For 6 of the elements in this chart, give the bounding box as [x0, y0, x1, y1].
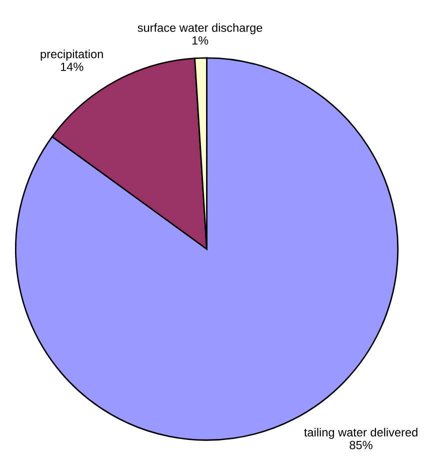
slice-label: precipitation: [40, 50, 103, 61]
slice-label: tailing water delivered: [304, 428, 418, 439]
slice-label: surface water discharge: [138, 23, 262, 34]
data-label: 1%: [192, 36, 208, 45]
data-label: 14%: [60, 62, 84, 71]
data-label: 85%: [350, 440, 372, 450]
